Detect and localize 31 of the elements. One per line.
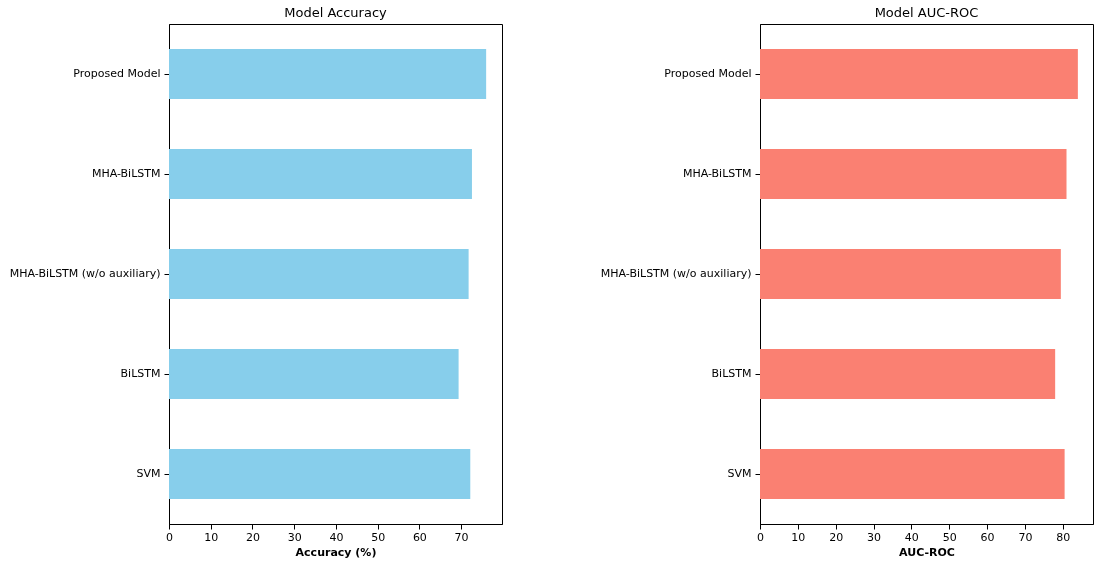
x-tick-label: 50 [371,530,386,544]
y-tick-label: MHA-BiLSTM [682,167,752,180]
x-tick-label: 30 [867,530,882,544]
y-tick-label: Proposed Model [73,67,161,80]
x-tick-label: 70 [454,530,469,544]
x-axis-title: Accuracy (%) [295,545,377,559]
x-tick-label: 10 [204,530,219,544]
x-tick-label: 70 [1018,530,1033,544]
y-tick-label: MHA-BiLSTM [91,167,161,180]
x-tick-label: 40 [329,530,344,544]
y-tick-label: MHA-BiLSTM (w/o auxiliary) [600,267,752,280]
x-tick-label: 20 [245,530,260,544]
y-tick-label: BiLSTM [711,367,752,380]
y-tick-label: Proposed Model [664,67,752,80]
x-tick-label: 0 [757,530,764,544]
x-tick-label: 30 [287,530,302,544]
x-tick-label: 80 [1056,530,1071,544]
x-tick-label: 10 [791,530,806,544]
x-tick-label: 60 [980,530,995,544]
x-tick-label: 40 [904,530,919,544]
y-tick-label: SVM [136,467,161,480]
x-tick-label: 20 [829,530,844,544]
x-tick-label: 0 [166,530,173,544]
y-tick-label: SVM [727,467,752,480]
x-axis-title: AUC-ROC [899,545,955,559]
x-tick-label: 60 [412,530,427,544]
x-tick-label: 50 [942,530,957,544]
y-tick-label: BiLSTM [120,367,161,380]
chart-title: Model AUC-ROC [874,5,979,20]
y-tick-label: MHA-BiLSTM (w/o auxiliary) [9,267,161,280]
chart-title: Model Accuracy [284,5,388,20]
